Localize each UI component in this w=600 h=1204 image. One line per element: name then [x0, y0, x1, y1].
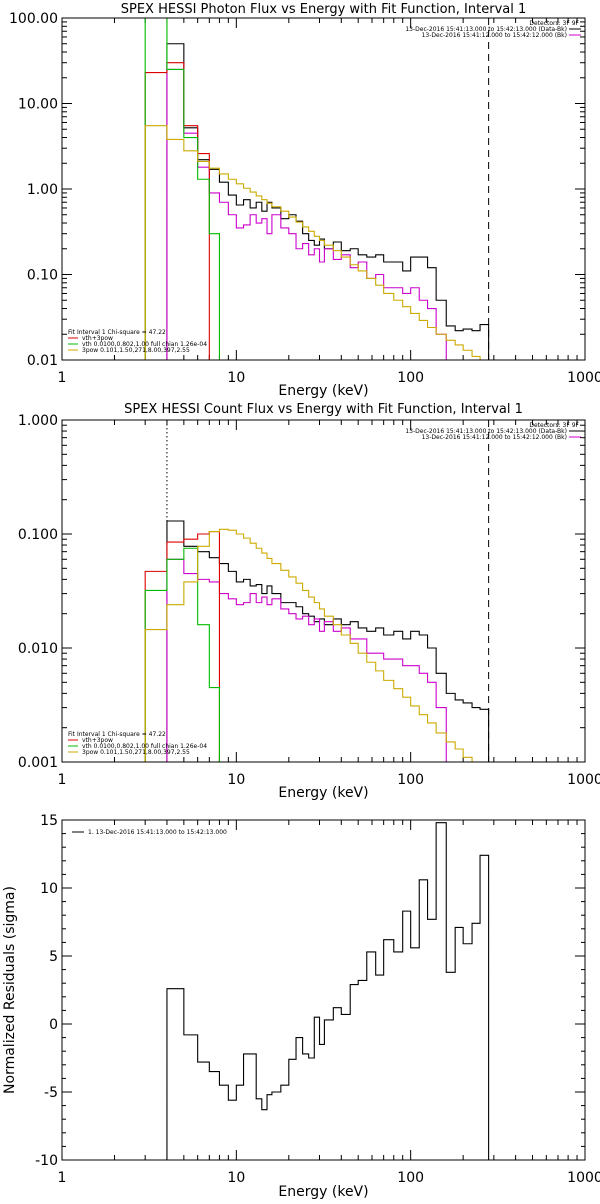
- x-tick-label: 1000: [567, 1170, 600, 1186]
- series-4-step-line: [144, 547, 220, 762]
- legend-bottom-text: vth+3pow: [82, 335, 113, 342]
- series-1-step-line: [166, 822, 490, 1160]
- y-tick-label: 15: [40, 813, 58, 829]
- chart-title: SPEX HESSI Count Flux vs Energy with Fit…: [124, 402, 523, 417]
- x-tick-label: 10: [227, 370, 245, 386]
- x-tick-label: 1000: [567, 370, 600, 386]
- legend-bottom-text: 3pow 0.101,1.50,271,8.00,397,2.55: [82, 347, 190, 354]
- series-1-step-line: [166, 43, 490, 360]
- x-axis-label: Energy (keV): [278, 1184, 368, 1200]
- x-axis-label: Energy (keV): [278, 383, 368, 399]
- y-tick-label: 10.00: [18, 97, 58, 113]
- series-2-step-line: [166, 68, 447, 360]
- x-tick-label: 100: [397, 370, 424, 386]
- series-5-step-line: [144, 528, 490, 762]
- legend-bottom-text: vth 0.0100,0.802,1.00 full chian 1.26e-0…: [82, 341, 207, 348]
- y-tick-label: 0: [49, 1017, 58, 1033]
- y-tick-label: 1.00: [27, 182, 58, 198]
- x-tick-label: 10: [227, 1170, 245, 1186]
- legend-top-text: 13-Dec-2016 15:41:13.000 to 15:42:13.000…: [405, 26, 567, 33]
- chart-panel-1: SPEX HESSI Photon Flux vs Energy with Fi…: [9, 2, 600, 399]
- x-tick-label: 1: [58, 772, 67, 788]
- y-tick-label: 0.100: [18, 527, 58, 543]
- legend-top-text: 13-Dec-2016 15:41:12.000 to 15:42:12.000…: [422, 434, 567, 441]
- legend-bottom-text: vth 0.0100,0.802,1.00 full chian 1.26e-0…: [82, 743, 207, 750]
- legend-top-text: Detectors: 3F 9F: [529, 20, 579, 27]
- y-axis-label: Normalized Residuals (sigma): [2, 886, 18, 1094]
- legend-top-text: 1. 13-Dec-2016 15:41:13.000 to 15:42:13.…: [88, 829, 227, 836]
- x-tick-label: 1: [58, 1170, 67, 1186]
- chart-title: SPEX HESSI Photon Flux vs Energy with Fi…: [121, 2, 527, 17]
- y-tick-label: 5: [49, 949, 58, 965]
- plot-area: [166, 822, 490, 1160]
- x-tick-label: 100: [397, 1170, 424, 1186]
- plot-frame: [61, 419, 586, 763]
- x-tick-label: 10: [227, 772, 245, 788]
- series-5-step-line: [144, 125, 490, 360]
- x-axis-label: Energy (keV): [278, 785, 368, 801]
- legend-top-text: 13-Dec-2016 15:41:12.000 to 15:42:12.000…: [422, 32, 567, 39]
- legend-top-text: 13-Dec-2016 15:41:13.000 to 15:42:13.000…: [405, 428, 567, 435]
- series-1-step-line: [166, 520, 490, 762]
- plot-area: [144, 18, 490, 360]
- y-tick-label: 10: [40, 881, 58, 897]
- series-4-step-line: [144, 18, 220, 360]
- x-tick-label: 1000: [567, 772, 600, 788]
- legend-bottom-text: vth+3pow: [82, 737, 113, 744]
- legend-bottom-text: Fit Interval 1 Chi-square = 47.22: [68, 329, 166, 336]
- legend-top-text: Detectors: 3F 9F: [529, 422, 579, 429]
- legend-bottom-text: Fit Interval 1 Chi-square = 47.22: [68, 731, 166, 738]
- chart-panel-2: SPEX HESSI Count Flux vs Energy with Fit…: [18, 402, 600, 801]
- y-tick-label: 0.010: [18, 641, 58, 657]
- chart-panel-3: 1 10 100 1000 -10 -5 0 5 10 15 Energy (keV) Normali…: [2, 813, 600, 1200]
- y-tick-label: 0.001: [18, 755, 58, 771]
- legend-bottom-text: 3pow 0.101,1.50,271,8.00,397,2.55: [82, 749, 190, 756]
- x-tick-label: 1: [58, 370, 67, 386]
- plot-frame: [61, 819, 586, 1161]
- x-tick-label: 100: [397, 772, 424, 788]
- plot-frame: [61, 17, 586, 361]
- series-2-step-line: [166, 558, 447, 762]
- y-tick-label: -10: [35, 1153, 58, 1169]
- plot-area: [144, 420, 490, 762]
- y-tick-label: 1.000: [18, 413, 58, 429]
- y-tick-label: 0.10: [27, 268, 58, 284]
- y-tick-label: 0.01: [27, 353, 58, 369]
- y-tick-label: -5: [44, 1085, 58, 1101]
- y-tick-label: 100.00: [9, 11, 58, 27]
